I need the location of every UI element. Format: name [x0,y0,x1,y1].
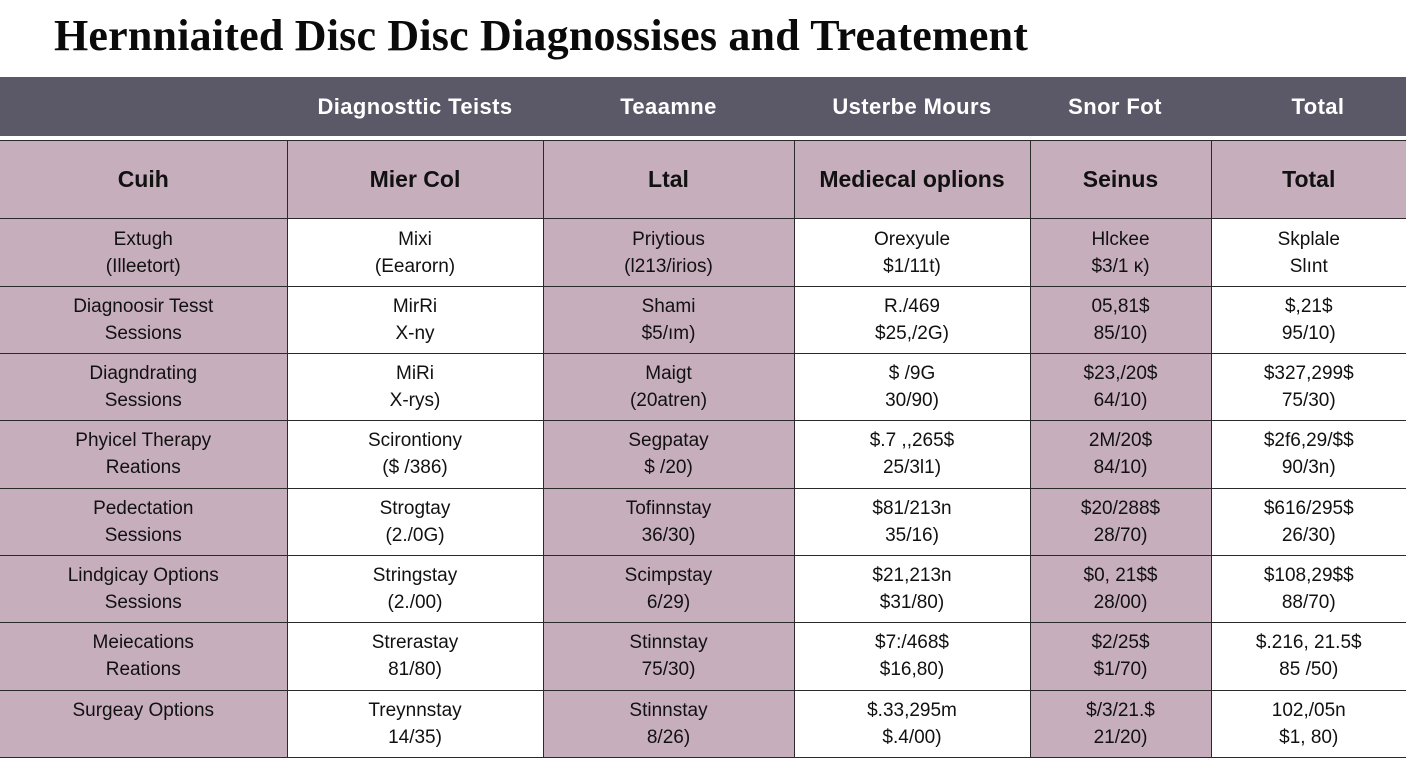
table-cell: 05,81$ 85/10) [1029,285,1212,355]
table-cell: $7:/468$ $16,80) [793,622,1031,691]
table-row: Diagndrating Sessions MiRi X-rys) Maigt (20… [0,352,1406,422]
table-cell: Scimpstay 6/29) [542,554,795,624]
table-cell: Treynnstay 14/35) [286,689,544,759]
table-cell: Mixi (Eearorn) [286,218,544,287]
table-header-row: Cuih Mier Col Ltal Mediecal oplions Sein… [0,139,1406,220]
table-row: Lindgicay Options Sessions Stringstay (2./… [0,554,1406,624]
table-row: Surgeay Options Treynnstay 14/35) Stinnst… [0,689,1406,759]
table-cell: $2/25$ $1/70) [1029,622,1212,691]
table-cell: $0, 21$$ 28/00) [1029,554,1212,624]
table-cell: $20/288$ 28/70) [1029,487,1212,556]
table-cell: Diagnoosir Tesst Sessions [0,285,288,355]
table-cell: Priytious (l213/irios) [542,218,795,287]
top-header-total: Total [1291,93,1345,119]
table-cell: 2M/20$ 84/10) [1029,420,1212,489]
table-cell: Stinnstay 75/30) [542,622,795,691]
table-cell: MirRi X-ny [286,285,544,355]
table-cell: Strogtay (2./0G) [286,487,544,556]
table-cell: $327,299$ 75/30) [1210,352,1406,422]
table-cell: MiRi X-rys) [286,352,544,422]
table-cell: Strerastay 81/80) [286,622,544,691]
table-cell: $81/213n 35/16) [793,487,1031,556]
table-row: Meiecations Reations Strerastay 81/80) Sti… [0,622,1406,691]
column-header: Seinus [1029,139,1212,220]
table-row: Diagnoosir Tesst Sessions MirRi X-ny Shami… [0,285,1406,355]
table-cell: $108,29$$ 88/70) [1210,554,1406,624]
table-cell: $21,213n $31/80) [793,554,1031,624]
table-cell: Orexyule $1/11t) [793,218,1031,287]
table-cell: Stringstay (2./00) [286,554,544,624]
table-cell: Shami $5/ım) [542,285,795,355]
diagnosis-table: Cuih Mier Col Ltal Mediecal oplions Sein… [0,139,1406,759]
table-cell: $.33,295m $.4/00) [793,689,1031,759]
table-cell: Surgeay Options [0,689,288,759]
table-cell: Tofinnstay 36/30) [542,487,795,556]
table-cell: $2f6,29/$$ 90/3n) [1210,420,1406,489]
table-cell: $/3/21.$ 21/20) [1029,689,1212,759]
table-row: Extugh (Illeetort) Mixi (Eearorn) Priytiou… [0,218,1406,287]
page-title: Hernniaited Disc Disc Diagnossises and T… [54,11,1029,60]
table-cell: Diagndrating Sessions [0,352,288,422]
table-cell: Extugh (Illeetort) [0,218,288,287]
column-header: Ltal [542,139,795,220]
top-header-treatment: Teaamne [620,93,717,119]
table-row: Phyicel Therapy Reations Scirontiony ($ /3… [0,420,1406,489]
column-header: Mier Col [286,139,544,220]
table-cell: Lindgicay Options Sessions [0,554,288,624]
table-cell: $23,/20$ 64/10) [1029,352,1212,422]
top-header-hours: Usterbe Mours [832,93,992,119]
table-cell: $616/295$ 26/30) [1210,487,1406,556]
top-header-diagnostic-tests: Diagnosttic Teists [317,93,513,119]
table-cell: Pedectation Sessions [0,487,288,556]
table-cell: $,21$ 95/10) [1210,285,1406,355]
column-header: Cuih [0,139,288,220]
table-cell: $ /9G 30/90) [793,352,1031,422]
table-cell: Scirontiony ($ /386) [286,420,544,489]
table-cell: Segpatay $ /20) [542,420,795,489]
table-cell: Maigt (20atren) [542,352,795,422]
table-cell: $.7 ,,265$ 25/3l1) [793,420,1031,489]
table-cell: Stinnstay 8/26) [542,689,795,759]
table-row: Pedectation Sessions Strogtay (2./0G) Tofi… [0,487,1406,556]
top-header-bar: Diagnosttic Teists Teaamne Usterbe Mours… [0,77,1406,136]
top-header-cost: Snor Fot [1068,93,1162,119]
table-cell: $.216, 21.5$ 85 /50) [1210,622,1406,691]
column-header: Mediecal oplions [793,139,1031,220]
table-cell: Hlckee $3/1 κ) [1029,218,1212,287]
table-cell: R./469 $25,/2G) [793,285,1031,355]
table-cell: 102,/05n $1, 80) [1210,689,1406,759]
table-cell: Skplale Slınt [1210,218,1406,287]
table-cell: Phyicel Therapy Reations [0,420,288,489]
column-header: Total [1210,139,1406,220]
table-cell: Meiecations Reations [0,622,288,691]
